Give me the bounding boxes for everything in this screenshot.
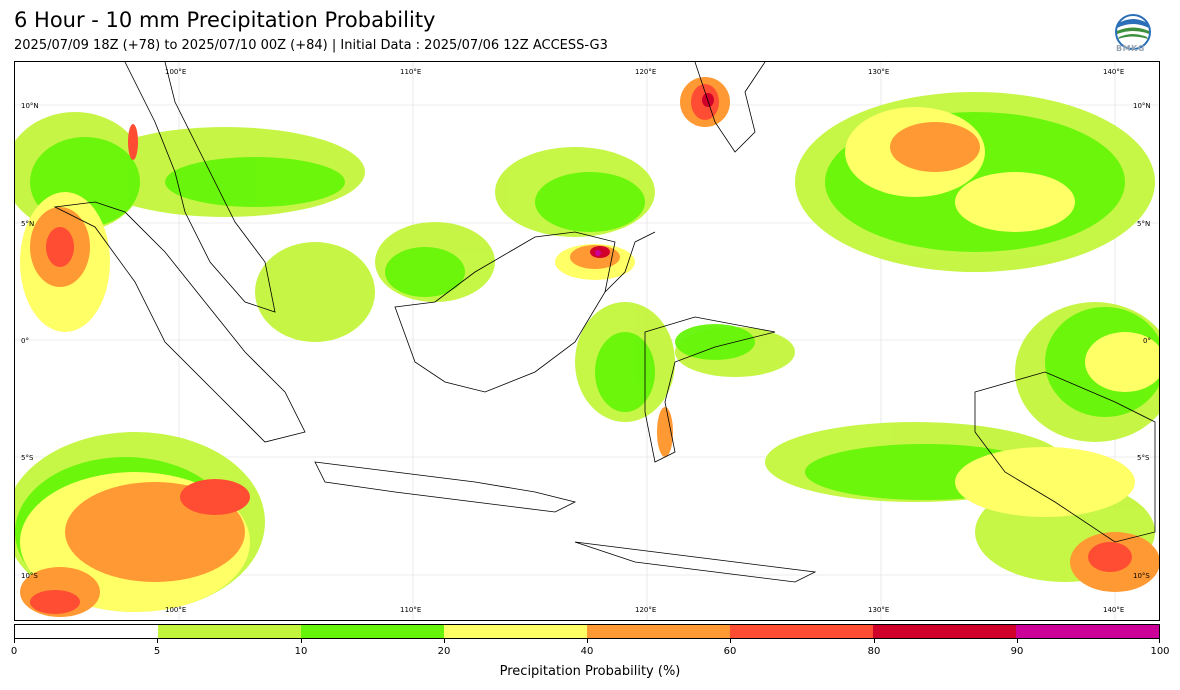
lat-label-10s-right: 10°S (1133, 572, 1150, 580)
colorbar-tick-mark (301, 639, 302, 643)
colorbar-tick-label: 0 (10, 646, 18, 657)
colorbar-tick-label: 80 (867, 646, 881, 657)
colorbar-segment (301, 625, 444, 638)
lat-label-10n-right: 10°N (1133, 102, 1151, 110)
colorbar-tick-label: 40 (580, 646, 594, 657)
prob-90-100-area (595, 250, 601, 256)
lon-label-110e-top: 110°E (400, 68, 421, 76)
colorbar-segment (15, 625, 158, 638)
colorbar-segment (158, 625, 301, 638)
logo-text: BMKG (1116, 44, 1145, 53)
lat-label-eq-right: 0° (1143, 337, 1151, 345)
prob-60-80-area (30, 84, 1132, 614)
lat-label-eq-left: 0° (21, 337, 29, 345)
coastlines (53, 62, 1156, 583)
lon-label-130e-top: 130°E (868, 68, 889, 76)
colorbar-tick-label: 90 (1010, 646, 1024, 657)
colorbar-ticks: 0 5 10 20 40 60 80 90 100 (10, 639, 1170, 659)
bmkg-logo-icon (1115, 14, 1151, 50)
chart-title: 6 Hour - 10 mm Precipitation Probability (14, 8, 436, 32)
lon-label-140e-top: 140°E (1103, 68, 1124, 76)
map-canvas: 100°E 110°E 120°E 130°E 140°E 100°E 110°… (15, 62, 1159, 620)
colorbar-segment (873, 625, 1016, 638)
colorbar-tick-mark (1159, 639, 1160, 643)
colorbar-tick-label: 60 (723, 646, 737, 657)
lat-label-5n-right: 5°N (1137, 220, 1150, 228)
colorbar-tick-mark (587, 639, 588, 643)
lat-label-5s-right: 5°S (1137, 454, 1150, 462)
lon-label-120e-bottom: 120°E (635, 606, 656, 614)
lat-label-10n-left: 10°N (21, 102, 39, 110)
lon-label-120e-top: 120°E (635, 68, 656, 76)
colorbar-tick-label: 20 (437, 646, 451, 657)
lon-label-100e-bottom: 100°E (165, 606, 186, 614)
lon-label-100e-top: 100°E (165, 68, 186, 76)
colorbar-tick-mark (14, 639, 15, 643)
lon-label-110e-bottom: 110°E (400, 606, 421, 614)
colorbar-segment (587, 625, 730, 638)
colorbar-tick-label: 100 (1150, 646, 1170, 657)
colorbar-tick-label: 10 (294, 646, 308, 657)
colorbar-segment (730, 625, 873, 638)
colorbar-label: Precipitation Probability (%) (499, 664, 681, 679)
lon-label-140e-bottom: 140°E (1103, 606, 1124, 614)
colorbar-tick-mark (730, 639, 731, 643)
colorbar-segment (1016, 625, 1159, 638)
lon-label-130e-bottom: 130°E (868, 606, 889, 614)
colorbar-tick-mark (157, 639, 158, 643)
colorbar-tick-mark (874, 639, 875, 643)
lat-label-10s-left: 10°S (21, 572, 38, 580)
colorbar-tick-mark (444, 639, 445, 643)
lat-label-5s-left: 5°S (21, 454, 34, 462)
precipitation-map: 100°E 110°E 120°E 130°E 140°E 100°E 110°… (14, 61, 1160, 621)
colorbar-tick-label: 5 (153, 646, 161, 657)
colorbar (14, 624, 1160, 639)
colorbar-segment (444, 625, 587, 638)
colorbar-tick-mark (1017, 639, 1018, 643)
lat-label-5n-left: 5°N (21, 220, 34, 228)
chart-subtitle: 2025/07/09 18Z (+78) to 2025/07/10 00Z (… (14, 38, 608, 53)
